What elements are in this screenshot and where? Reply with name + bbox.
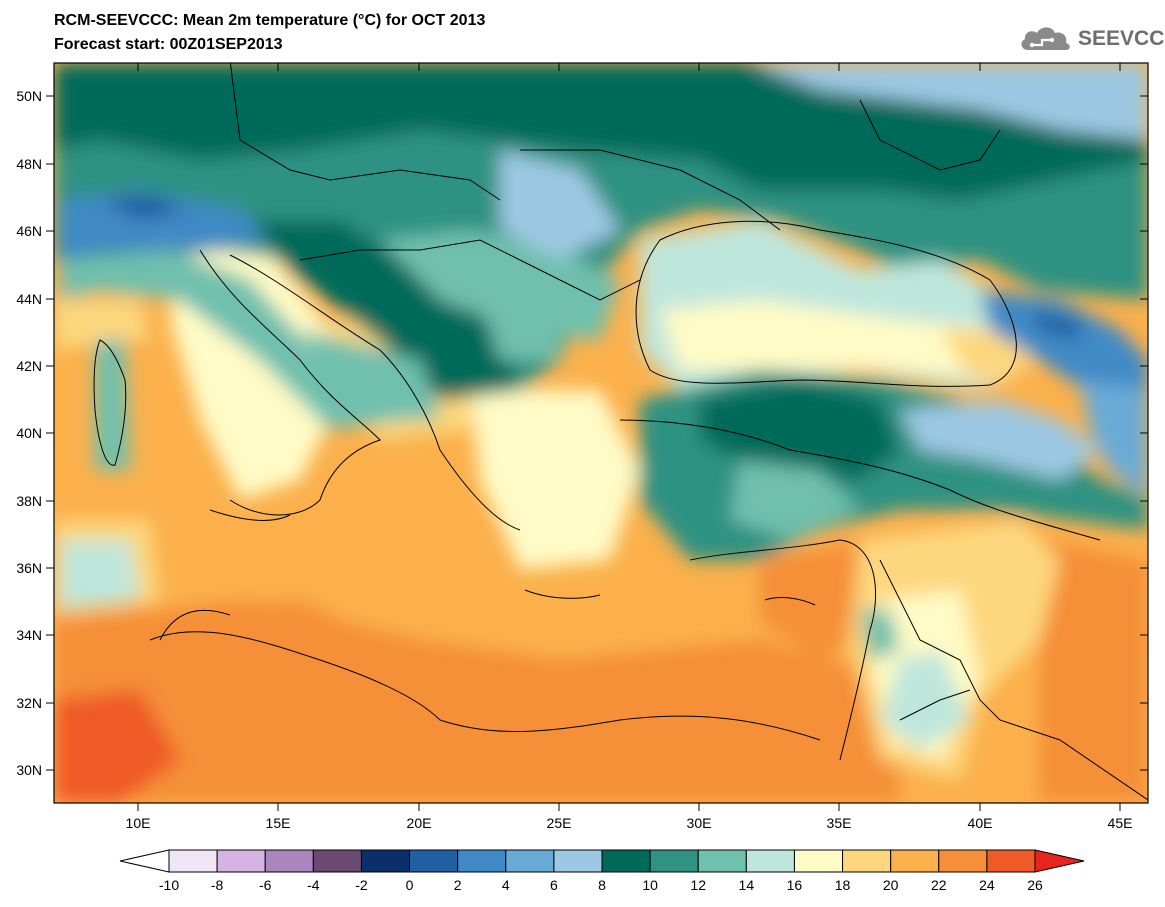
lat-label: 48N xyxy=(16,156,42,172)
colorbar-label: -10 xyxy=(159,877,179,893)
lat-tick-40: 40N xyxy=(16,425,1148,441)
colorbar-label: -6 xyxy=(259,877,272,893)
colorbar-labels: -10 -8 -6 -4 -2 0 2 4 6 8 10 12 14 16 18 20 22 24 26 xyxy=(159,877,1043,893)
colorbar-box xyxy=(168,849,218,873)
map-title: RCM-SEEVCCC: Mean 2m temperature (°C) fo… xyxy=(54,12,486,29)
lon-label: 10E xyxy=(126,815,151,831)
lon-label: 20E xyxy=(407,815,432,831)
lat-label: 44N xyxy=(16,291,42,307)
colorbar-box xyxy=(697,849,747,873)
forecast-start: Forecast start: 00Z01SEP2013 xyxy=(54,36,283,53)
colorbar-label: -4 xyxy=(307,877,320,893)
colorbar-box xyxy=(986,849,1036,873)
colorbar-label: 26 xyxy=(1027,877,1043,893)
colorbar-label: 18 xyxy=(835,877,851,893)
lon-tick-20: 20E xyxy=(407,63,432,831)
lat-label: 36N xyxy=(16,560,42,576)
colorbar-boxes xyxy=(168,849,1036,873)
lat-label: 30N xyxy=(16,762,42,778)
colorbar-label: 20 xyxy=(883,877,899,893)
colorbar-box xyxy=(505,849,555,873)
lon-axis: 10E 15E 20E 25E 30E 35E 40E 45E xyxy=(126,63,1133,831)
seevccc-logo: SEEVCCC xyxy=(1018,22,1165,56)
lat-axis: 50N 48N 46N 44N 42N 40N 38N 36N 34N 32N … xyxy=(16,88,1148,778)
colorbar-box xyxy=(409,849,459,873)
lat-label: 46N xyxy=(16,223,42,239)
colorbar-label: -8 xyxy=(211,877,224,893)
colorbar-label: 10 xyxy=(642,877,658,893)
colorbar-box xyxy=(216,849,266,873)
colorbar-label: 4 xyxy=(502,877,510,893)
colorbar-over-triangle xyxy=(1034,849,1085,873)
lat-label: 42N xyxy=(16,358,42,374)
lat-tick-36: 36N xyxy=(16,560,1148,576)
lon-tick-10: 10E xyxy=(126,63,151,831)
lat-tick-46: 46N xyxy=(16,223,1148,239)
colorbar-label: 22 xyxy=(931,877,947,893)
colorbar-label: 8 xyxy=(598,877,606,893)
lon-tick-45: 45E xyxy=(1108,63,1133,831)
colorbar-box xyxy=(553,849,603,873)
colorbar-box xyxy=(312,849,362,873)
colorbar-under-triangle xyxy=(119,849,170,873)
lon-tick-25: 25E xyxy=(547,63,572,831)
colorbar-box xyxy=(842,849,892,873)
colorbar-box xyxy=(745,849,795,873)
lat-label: 34N xyxy=(16,627,42,643)
logo-text: SEEVCCC xyxy=(1078,27,1165,50)
lat-tick-32: 32N xyxy=(16,695,1148,711)
lon-label: 40E xyxy=(968,815,993,831)
lon-tick-30: 30E xyxy=(687,63,712,831)
colorbar-label: 2 xyxy=(454,877,462,893)
colorbar-label: 6 xyxy=(550,877,558,893)
colorbar-box xyxy=(649,849,699,873)
lon-tick-40: 40E xyxy=(968,63,993,831)
colorbar-box xyxy=(793,849,844,873)
lat-label: 40N xyxy=(16,425,42,441)
lat-tick-48: 48N xyxy=(16,156,1148,172)
lon-label: 35E xyxy=(827,815,852,831)
colorbar-box xyxy=(264,849,314,873)
colorbar-label: 24 xyxy=(979,877,995,893)
lat-tick-42: 42N xyxy=(16,358,1148,374)
colorbar: -10 -8 -6 -4 -2 0 2 4 6 8 10 12 14 16 18 20 22 24 26 xyxy=(119,849,1085,893)
colorbar-label: 12 xyxy=(690,877,706,893)
lat-tick-44: 44N xyxy=(16,291,1148,307)
lat-tick-34: 34N xyxy=(16,627,1148,643)
lon-label: 15E xyxy=(266,815,291,831)
colorbar-box xyxy=(938,849,988,873)
lat-tick-50: 50N xyxy=(16,88,1148,104)
coastlines xyxy=(93,63,1148,801)
temperature-field xyxy=(54,63,1148,803)
lat-label: 50N xyxy=(16,88,42,104)
cloud-icon xyxy=(1021,27,1070,50)
lat-label: 32N xyxy=(16,695,42,711)
colorbar-label: 14 xyxy=(739,877,755,893)
lon-tick-35: 35E xyxy=(827,63,852,831)
colorbar-box xyxy=(601,849,651,873)
colorbar-box xyxy=(360,849,411,873)
colorbar-label: -2 xyxy=(355,877,368,893)
colorbar-box xyxy=(457,849,507,873)
colorbar-label: 0 xyxy=(406,877,414,893)
lat-tick-38: 38N xyxy=(16,493,1148,509)
colorbar-box xyxy=(890,849,940,873)
colorbar-label: 16 xyxy=(787,877,803,893)
lon-label: 30E xyxy=(687,815,712,831)
lon-tick-15: 15E xyxy=(266,63,291,831)
lat-label: 38N xyxy=(16,493,42,509)
lat-tick-30: 30N xyxy=(16,762,1148,778)
lon-label: 45E xyxy=(1108,815,1133,831)
lon-label: 25E xyxy=(547,815,572,831)
